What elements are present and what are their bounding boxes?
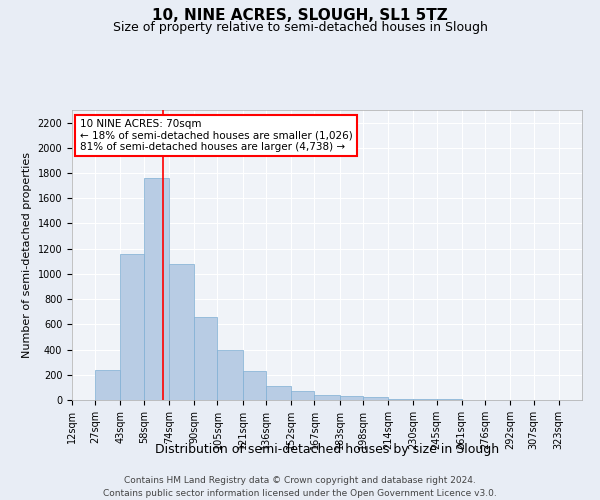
Bar (217, 350, 242, 400)
Text: Contains HM Land Registry data © Crown copyright and database right 2024.: Contains HM Land Registry data © Crown c… (124, 476, 476, 485)
Bar (194, 317, 217, 400)
Bar (388, 398, 413, 400)
Bar (242, 371, 266, 400)
Bar (95, 370, 121, 400)
Text: Distribution of semi-detached houses by size in Slough: Distribution of semi-detached houses by … (155, 442, 499, 456)
Bar (144, 178, 169, 400)
Text: Contains public sector information licensed under the Open Government Licence v3: Contains public sector information licen… (103, 489, 497, 498)
Text: 10, NINE ACRES, SLOUGH, SL1 5TZ: 10, NINE ACRES, SLOUGH, SL1 5TZ (152, 8, 448, 22)
Bar (169, 264, 194, 400)
Bar (121, 254, 144, 400)
Text: 10 NINE ACRES: 70sqm
← 18% of semi-detached houses are smaller (1,026)
81% of se: 10 NINE ACRES: 70sqm ← 18% of semi-detac… (80, 118, 352, 152)
Y-axis label: Number of semi-detached properties: Number of semi-detached properties (22, 152, 32, 358)
Bar (340, 396, 363, 400)
Bar (363, 398, 388, 400)
Bar (291, 391, 314, 400)
Bar (266, 386, 291, 400)
Text: Size of property relative to semi-detached houses in Slough: Size of property relative to semi-detach… (113, 21, 487, 34)
Bar (314, 395, 340, 400)
